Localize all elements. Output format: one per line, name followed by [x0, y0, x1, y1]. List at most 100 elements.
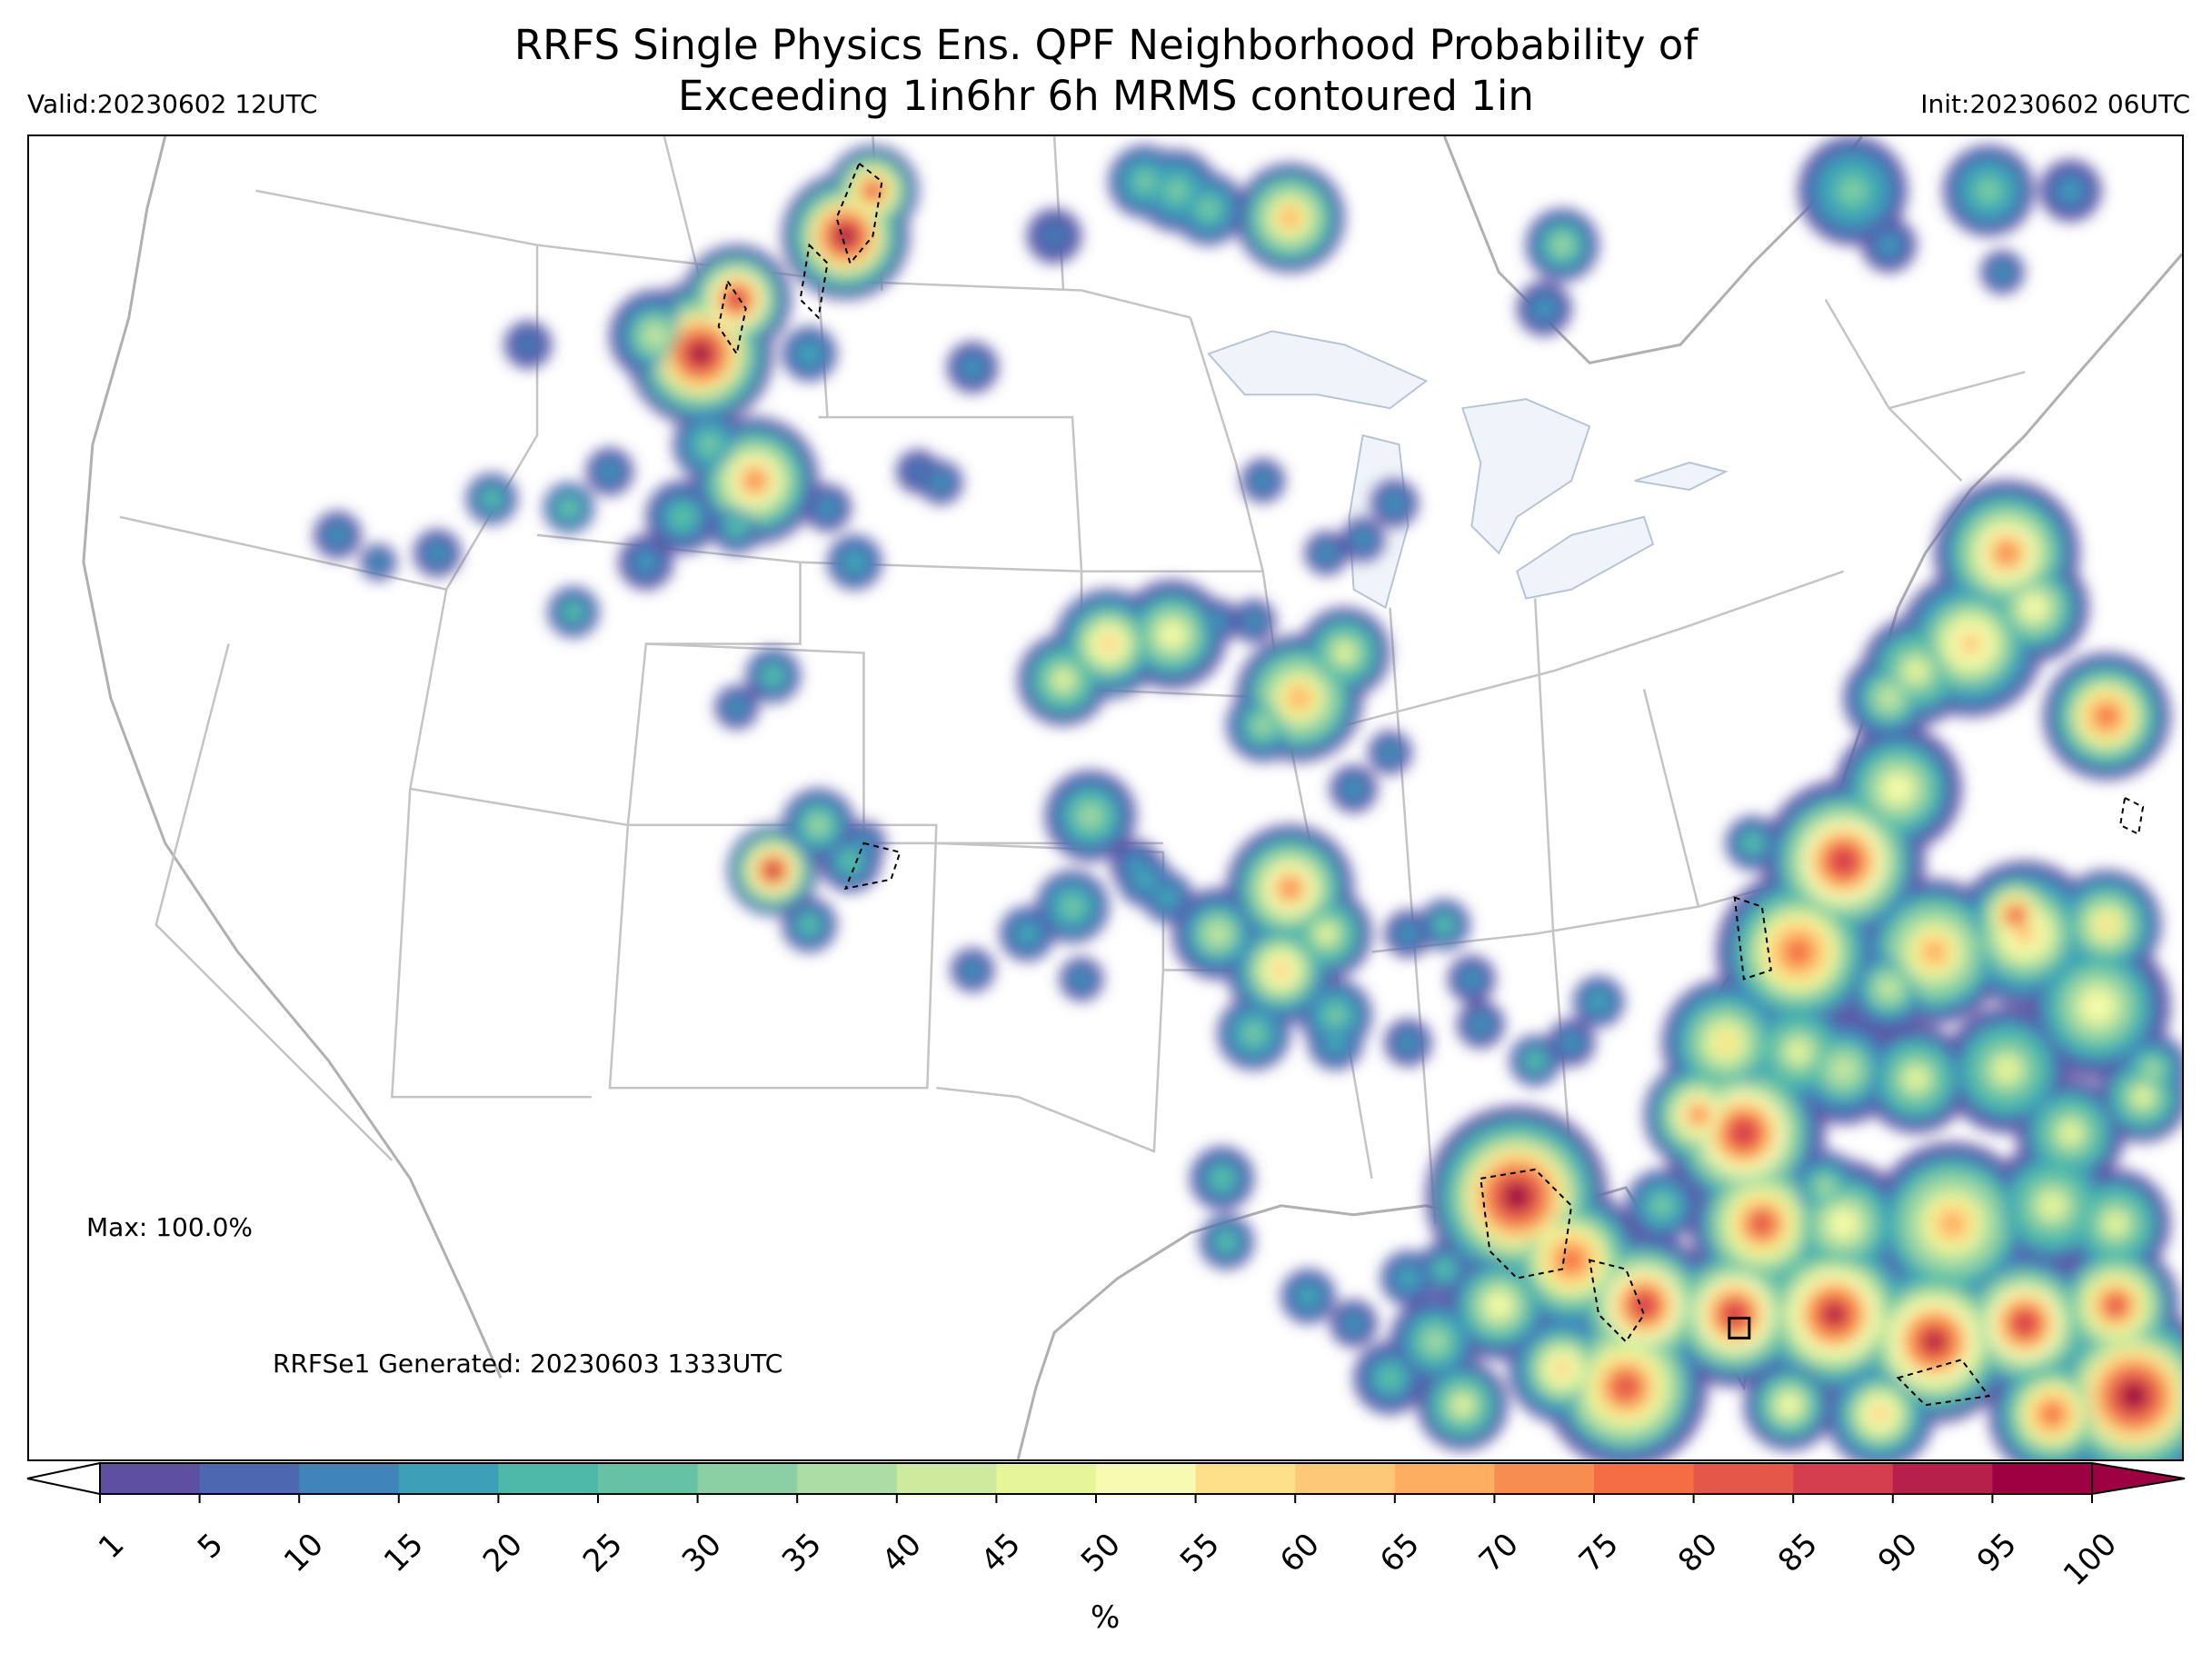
station-marker: [1728, 1316, 1751, 1339]
probability-contour: [1998, 268, 2006, 276]
probability-contour: [1101, 635, 1117, 652]
colorbar-segment: [299, 1463, 400, 1494]
probability-contour: [1882, 691, 1897, 705]
colorbar-segment: [1992, 1463, 2093, 1494]
colorbar-segment: [498, 1463, 599, 1494]
probability-contour: [850, 558, 859, 567]
probability-contour: [1214, 617, 1221, 625]
probability-contour: [1078, 975, 1085, 983]
map-panel: [27, 134, 2184, 1461]
probability-contour: [937, 479, 944, 486]
colorbar-ticks: [99, 1494, 2093, 1503]
probability-contour: [2097, 706, 2117, 726]
probability-contour: [1350, 1319, 1358, 1328]
colorbar-segment: [896, 1463, 997, 1494]
probability-contour: [1531, 1057, 1539, 1065]
probability-contour: [1819, 1181, 1831, 1193]
colorbar-segment: [996, 1463, 1097, 1494]
probability-contour: [487, 494, 496, 503]
mrms-observed-contours: [717, 162, 2145, 1407]
probability-contour: [564, 503, 573, 513]
probability-contour: [1835, 1061, 1852, 1079]
probability-contour: [648, 328, 663, 343]
title-line-1: RRFS Single Physics Ens. QPF Neighborhoo…: [513, 21, 1699, 69]
probability-contour: [703, 439, 715, 451]
probability-contour: [1908, 1070, 1925, 1088]
colorbar-segment: [1594, 1463, 1695, 1494]
probability-contour: [1202, 203, 1214, 214]
probability-contour: [1749, 839, 1758, 848]
probability-contour: [1217, 1173, 1228, 1184]
probability-contour: [2087, 995, 2109, 1018]
probability-contour: [676, 511, 688, 523]
probability-contour: [745, 471, 765, 491]
probability-contour: [1320, 927, 1334, 941]
probability-contour: [2042, 1404, 2062, 1424]
probability-contour: [1056, 672, 1071, 687]
probability-contour: [2106, 1295, 2126, 1315]
probability-contour: [2062, 1125, 2079, 1141]
probability-contour: [969, 966, 976, 974]
probability-contour: [1557, 239, 1569, 251]
colorbar-segment: [1693, 1463, 1794, 1494]
colorbar-segment: [1394, 1463, 1495, 1494]
probability-contour: [1141, 875, 1150, 884]
probability-contour: [1022, 930, 1031, 939]
probability-contour: [1997, 1060, 2017, 1080]
probability-contour: [1689, 1107, 1707, 1124]
probability-contour: [1257, 720, 1269, 732]
probability-contour: [2098, 916, 2116, 933]
colorbar-segment: [100, 1463, 201, 1494]
probability-contour: [1281, 209, 1299, 226]
probability-contour: [689, 343, 712, 365]
conus-map: [82, 136, 2182, 1459]
colorbar-segment: [1793, 1463, 1894, 1494]
probability-contour: [2042, 1196, 2062, 1216]
probability-contour: [769, 671, 778, 680]
probability-contour: [1131, 861, 1141, 870]
probability-contour: [1981, 184, 1996, 198]
probability-contour: [732, 522, 742, 531]
great-lakes: [1207, 330, 1729, 610]
probability-contour: [2014, 922, 2037, 945]
probability-contour: [1384, 1372, 1396, 1384]
probability-contour: [1222, 1238, 1231, 1247]
probability-contour: [1390, 500, 1399, 507]
probability-contour: [1272, 961, 1290, 979]
probability-contour: [1996, 542, 2018, 564]
probability-contour: [1490, 1297, 1508, 1314]
probability-contour: [1831, 849, 1857, 874]
probability-contour: [1560, 1249, 1583, 1271]
probability-contour: [2066, 185, 2076, 195]
probability-contour: [1882, 981, 1897, 995]
probability-contour: [1139, 175, 1151, 187]
probability-contour: [1404, 1039, 1412, 1047]
colorbar-segment: [1295, 1463, 1396, 1494]
probability-contour: [1554, 1360, 1571, 1378]
probability-contour: [836, 226, 855, 246]
probability-contour: [2120, 1382, 2148, 1410]
probability-contour: [2008, 909, 2023, 923]
probability-contour: [569, 608, 578, 616]
probability-contour: [1331, 1038, 1340, 1047]
probability-contour: [1359, 536, 1367, 543]
probability-contour: [1260, 477, 1267, 484]
colorbar-segment: [1195, 1463, 1296, 1494]
probability-contour: [1834, 1214, 1854, 1234]
probability-contour: [1455, 1398, 1470, 1412]
probability-contour: [1428, 1334, 1442, 1349]
probability-contour: [606, 468, 613, 475]
probability-contour: [1248, 1028, 1260, 1040]
colorbar-extend-min: [26, 1461, 101, 1496]
probability-contour: [1468, 975, 1476, 983]
title-line-2: Exceeding 1in6hr 6h MRMS contoured 1in: [678, 72, 1534, 120]
colorbar-extend-max: [2091, 1461, 2186, 1496]
probability-contour: [1503, 1182, 1531, 1210]
probability-contour: [524, 341, 532, 349]
probability-contour: [1782, 1398, 1797, 1412]
probability-contour: [1594, 998, 1603, 1006]
probability-contour: [1404, 930, 1412, 938]
colorbar-segment: [598, 1463, 699, 1494]
probability-contour: [1923, 941, 1946, 963]
colorbar-segment: [697, 1463, 798, 1494]
